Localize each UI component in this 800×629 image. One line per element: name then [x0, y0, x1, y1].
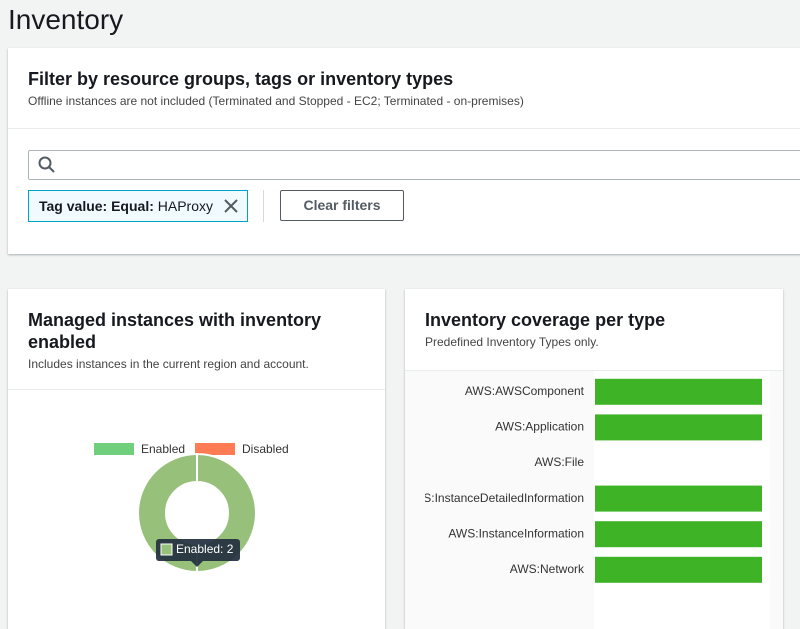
filter-token: Tag value: Equal: HAProxy: [28, 190, 248, 222]
managed-header: Managed instances with inventory enabled…: [8, 289, 385, 390]
legend-label: Enabled: [141, 442, 185, 456]
remove-icon: [224, 199, 238, 213]
bar-chart: AWS:AWSComponent AWS:Application AWS:File A…: [405, 371, 783, 629]
page-title: Inventory: [8, 4, 124, 35]
filter-subtitle: Offline instances are not included (Term…: [28, 94, 524, 108]
tooltip-pointer: [191, 561, 203, 567]
y-tick-label: AWS:File: [534, 455, 584, 469]
panel-title: Inventory coverage per type: [425, 310, 666, 330]
token-value: HAProxy: [157, 198, 213, 214]
legend-swatch: [94, 443, 134, 455]
search-icon: [38, 156, 55, 173]
bar: [595, 378, 762, 405]
panel-subtitle: Includes instances in the current region…: [28, 357, 309, 371]
legend-swatch: [195, 443, 235, 455]
icon-circle: [38, 156, 52, 170]
token-remove[interactable]: [223, 198, 239, 214]
divider: [263, 190, 264, 222]
tooltip-box: [156, 539, 240, 561]
managed-panel: Managed instances with inventory enabled…: [8, 289, 385, 629]
tooltip-text: Enabled: 2: [176, 542, 234, 556]
panel-title: Managed instances with inventory enabled: [28, 310, 322, 352]
y-tick-label: AWS:InstanceDetailedInformation: [405, 491, 584, 505]
bar: [595, 485, 762, 512]
y-tick-label: AWS:Network: [510, 562, 585, 576]
bar: [595, 414, 762, 441]
coverage-header: Inventory coverage per type Predefined I…: [405, 289, 783, 371]
icon-handle: [48, 166, 55, 173]
y-tick-label: AWS:Application: [495, 420, 584, 434]
tooltip-swatch: [160, 543, 173, 556]
token-key: Tag value: Equal:: [39, 198, 154, 214]
y-tick-label: AWS:AWSComponent: [465, 384, 585, 398]
filter-panel: Filter by resource groups, tags or inven…: [8, 48, 800, 254]
filter-title: Filter by resource groups, tags or inven…: [28, 69, 454, 89]
bar: [595, 521, 762, 548]
legend-label: Disabled: [242, 442, 289, 456]
clear-filters-button[interactable]: Clear filters: [280, 190, 404, 221]
search-input[interactable]: [28, 150, 800, 180]
panel-subtitle: Predefined Inventory Types only.: [425, 335, 599, 349]
donut-chart: Enabled Disabled Enabled: 2: [94, 442, 289, 574]
coverage-panel: Inventory coverage per type Predefined I…: [405, 289, 783, 629]
y-tick-label: AWS:InstanceInformation: [448, 526, 584, 540]
bar: [595, 556, 762, 583]
y-labels: AWS:AWSComponent AWS:Application AWS:File A…: [405, 384, 585, 576]
filter-header: Filter by resource groups, tags or inven…: [8, 48, 800, 129]
